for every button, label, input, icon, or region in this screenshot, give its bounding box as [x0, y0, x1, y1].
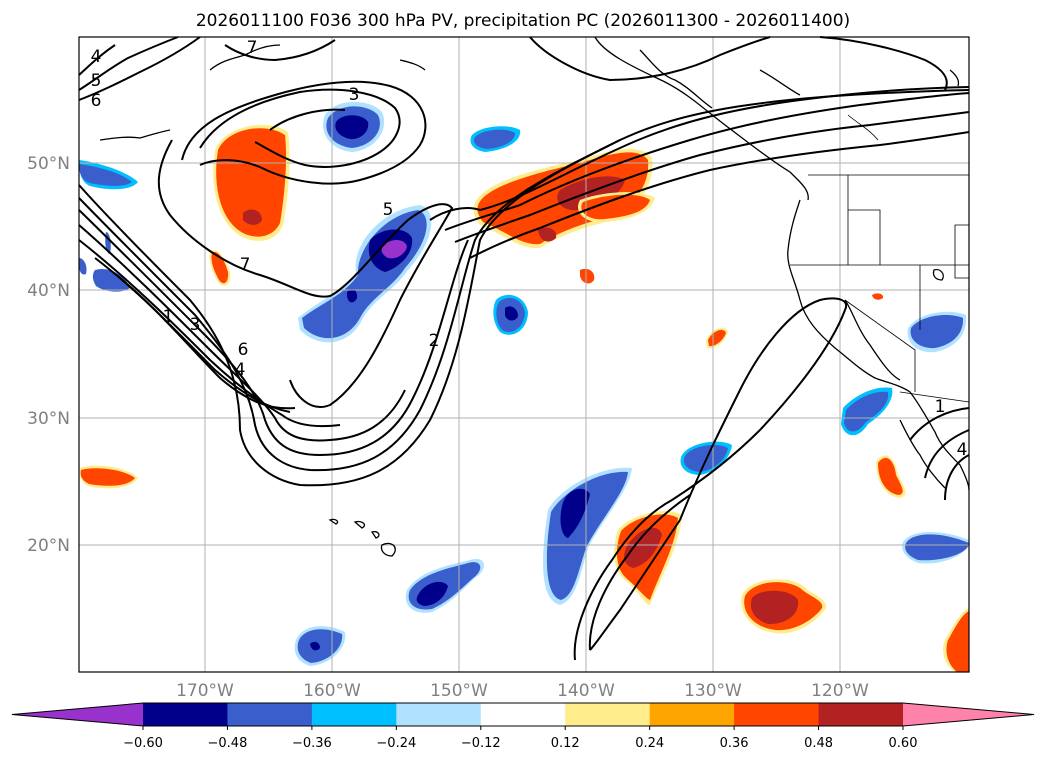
lon-label: 140°W — [557, 681, 615, 701]
contour-label: 6 — [238, 340, 249, 360]
contour-label: 5 — [91, 71, 102, 91]
negative-anomaly-patch — [405, 558, 485, 613]
positive-anomaly-patch — [473, 148, 653, 249]
colorbar-tick-label: −0.36 — [292, 736, 332, 751]
colorbar-segment — [818, 703, 904, 726]
lat-label: 50°N — [27, 154, 70, 174]
colorbar-tick-label: 0.60 — [889, 736, 918, 751]
contour-label: 1 — [163, 307, 174, 327]
lat-label: 20°N — [27, 536, 70, 556]
colorbar-tick-label: −0.24 — [376, 736, 416, 751]
contour-label: 3 — [349, 85, 360, 105]
negative-anomaly-patch — [298, 205, 432, 343]
colorbar-segment — [565, 703, 651, 726]
negative-anomaly-patch — [79, 160, 138, 190]
negative-anomaly-patch — [543, 467, 632, 605]
positive-anomaly-patch — [213, 124, 290, 242]
negative-anomaly-patch — [841, 387, 893, 436]
positive-anomaly-patch — [872, 293, 884, 300]
colorbar-tick-label: −0.48 — [208, 736, 248, 751]
colorbar-tick-label: 0.12 — [551, 736, 580, 751]
contour-label: 1 — [935, 397, 946, 417]
lat-label: 40°N — [27, 281, 70, 301]
lon-label: 130°W — [684, 681, 742, 701]
colorbar-tick-label: 0.36 — [720, 736, 749, 751]
contour-label: 6 — [91, 91, 102, 111]
colorbar-segment — [311, 703, 397, 726]
lon-axis: 170°W 160°W 150°W 140°W 130°W 120°W — [176, 681, 869, 701]
colorbar-segment — [143, 703, 228, 726]
negative-anomaly-patch — [323, 101, 385, 152]
negative-anomaly-patch — [294, 626, 346, 666]
contour-label: 2 — [429, 331, 440, 351]
lon-label: 150°W — [430, 681, 488, 701]
contour-label: 4 — [235, 360, 246, 380]
contour-label: 3 — [190, 315, 201, 335]
colorbar-segment — [396, 703, 482, 726]
pv-contours — [78, 36, 970, 661]
map-frame — [78, 36, 970, 673]
colorbar-tick-label: −0.60 — [123, 736, 163, 751]
graticule — [79, 37, 969, 672]
colorbar-segment — [649, 703, 735, 726]
lat-label: 30°N — [27, 409, 70, 429]
negative-anomaly-patch — [493, 294, 528, 335]
colorbar-segment — [480, 703, 566, 726]
positive-anomaly-patch — [577, 192, 655, 223]
colorbar-ticks: −0.60 −0.48 −0.36 −0.24 −0.12 0.12 0.24 0.36 0.4… — [123, 726, 917, 751]
colorbar: −0.60 −0.48 −0.36 −0.24 −0.12 0.12 0.24 0.36 0.4… — [11, 702, 1035, 751]
colorbar-extend-high — [903, 703, 1034, 726]
lon-label: 160°W — [303, 681, 361, 701]
negative-anomaly-patch — [470, 126, 521, 152]
positive-anomaly-patch — [209, 250, 231, 286]
contour-label: 4 — [91, 47, 102, 67]
map-title: 2026011100 F036 300 hPa PV, precipitatio… — [196, 11, 850, 31]
coastlines — [99, 36, 970, 557]
positive-anomaly-patch — [741, 579, 827, 634]
political-borders — [790, 114, 970, 403]
colorbar-tick-label: 0.48 — [804, 736, 833, 751]
contour-label: 4 — [957, 440, 968, 460]
colorbar-tick-label: 0.24 — [635, 736, 664, 751]
negative-anomaly-patch — [902, 531, 969, 564]
lat-axis: 50°N 40°N 30°N 20°N — [27, 154, 70, 556]
contour-label: 5 — [383, 200, 394, 220]
colorbar-segment — [227, 703, 313, 726]
contour-label: 7 — [247, 38, 258, 58]
positive-anomaly-patch — [943, 608, 969, 672]
colorbar-tick-label: −0.12 — [461, 736, 501, 751]
positive-anomaly-patch — [580, 268, 595, 284]
colorbar-extend-low — [12, 703, 143, 726]
contour-label: 7 — [240, 255, 251, 275]
negative-anomaly-patch — [907, 311, 967, 353]
positive-anomaly-patch — [79, 465, 138, 489]
pv-contour-labels: 4 5 6 7 3 5 7 1 3 6 4 2 1 4 — [91, 38, 968, 460]
colorbar-segment — [734, 703, 820, 726]
colorbar-segments — [11, 702, 1035, 727]
positive-anomaly-patch — [876, 455, 906, 498]
lon-label: 170°W — [176, 681, 234, 701]
lon-label: 120°W — [811, 681, 869, 701]
